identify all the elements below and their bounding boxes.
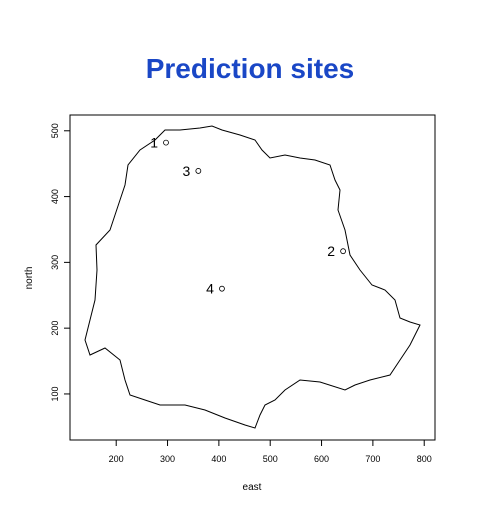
x-tick-label: 400 bbox=[211, 454, 226, 464]
x-tick-label: 200 bbox=[109, 454, 124, 464]
y-tick-label: 100 bbox=[50, 386, 60, 401]
y-axis-label: north bbox=[24, 267, 35, 290]
point bbox=[340, 248, 347, 255]
point bbox=[219, 285, 225, 292]
chart-title: Prediction sites bbox=[146, 53, 355, 84]
x-tick-label: 700 bbox=[365, 454, 380, 464]
x-tick-label: 300 bbox=[160, 454, 175, 464]
y-tick-label: 300 bbox=[50, 255, 60, 270]
x-tick-label: 500 bbox=[263, 454, 278, 464]
x-tick-label: 800 bbox=[417, 454, 432, 464]
point-label: 3 bbox=[183, 163, 191, 179]
plot-frame bbox=[69, 114, 436, 441]
x-axis-label: east bbox=[243, 482, 262, 493]
point-label: 4 bbox=[206, 281, 214, 297]
y-tick-label: 500 bbox=[50, 123, 60, 138]
point bbox=[195, 168, 202, 174]
y-tick-label: 400 bbox=[50, 189, 60, 204]
point-label: 1 bbox=[150, 135, 158, 151]
y-tick-label: 200 bbox=[50, 321, 60, 336]
point bbox=[163, 139, 169, 146]
region-outline bbox=[84, 125, 421, 429]
point-label: 2 bbox=[327, 243, 335, 259]
x-tick-label: 600 bbox=[314, 454, 329, 464]
